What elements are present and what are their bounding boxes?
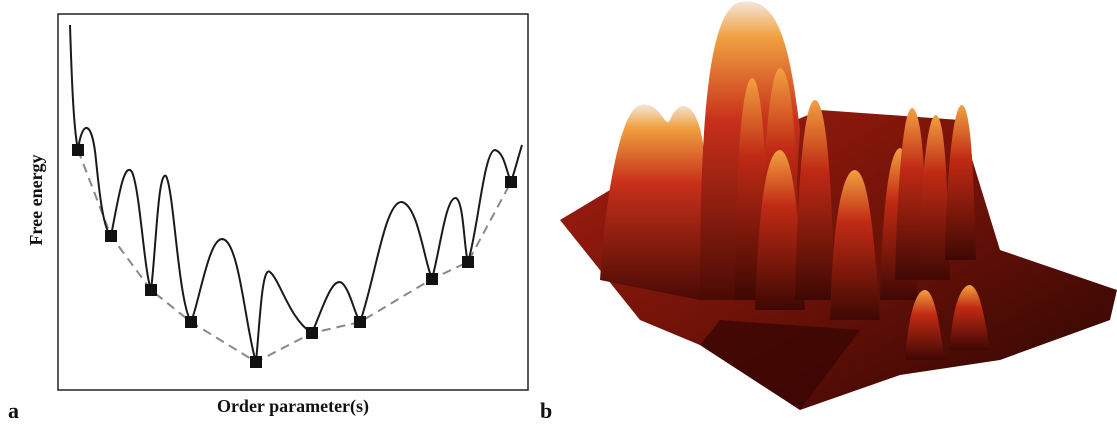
minimum-marker — [462, 256, 474, 268]
surface-peak — [755, 150, 805, 310]
minimum-marker — [145, 284, 157, 296]
surface-peak — [600, 104, 705, 300]
panel-b: b — [540, 1, 1117, 423]
x-axis-label: Order parameter(s) — [217, 396, 369, 417]
panel-a: a Order parameter(s) Free energy — [8, 13, 529, 423]
surface-peak — [830, 170, 880, 320]
y-axis-label: Free energy — [26, 154, 46, 245]
envelope-line — [77, 149, 512, 364]
minimum-marker — [306, 327, 318, 339]
minimum-marker — [250, 356, 262, 368]
minimum-marker — [72, 144, 84, 156]
surface-shadow — [700, 320, 860, 410]
energy-curve — [69, 24, 523, 363]
minimum-marker — [505, 176, 517, 188]
minima-markers — [72, 144, 517, 368]
plot-frame — [57, 13, 529, 391]
minimum-marker — [185, 316, 197, 328]
surface-peak — [905, 290, 945, 360]
panel-label: b — [540, 398, 552, 423]
minimum-marker — [426, 273, 438, 285]
panel-label: a — [8, 398, 19, 423]
minimum-marker — [354, 316, 366, 328]
surface-peak — [918, 115, 950, 280]
surface-peak — [795, 100, 835, 300]
surface-peak — [950, 285, 990, 350]
minimum-marker — [105, 230, 117, 242]
surface-peak — [945, 105, 976, 260]
